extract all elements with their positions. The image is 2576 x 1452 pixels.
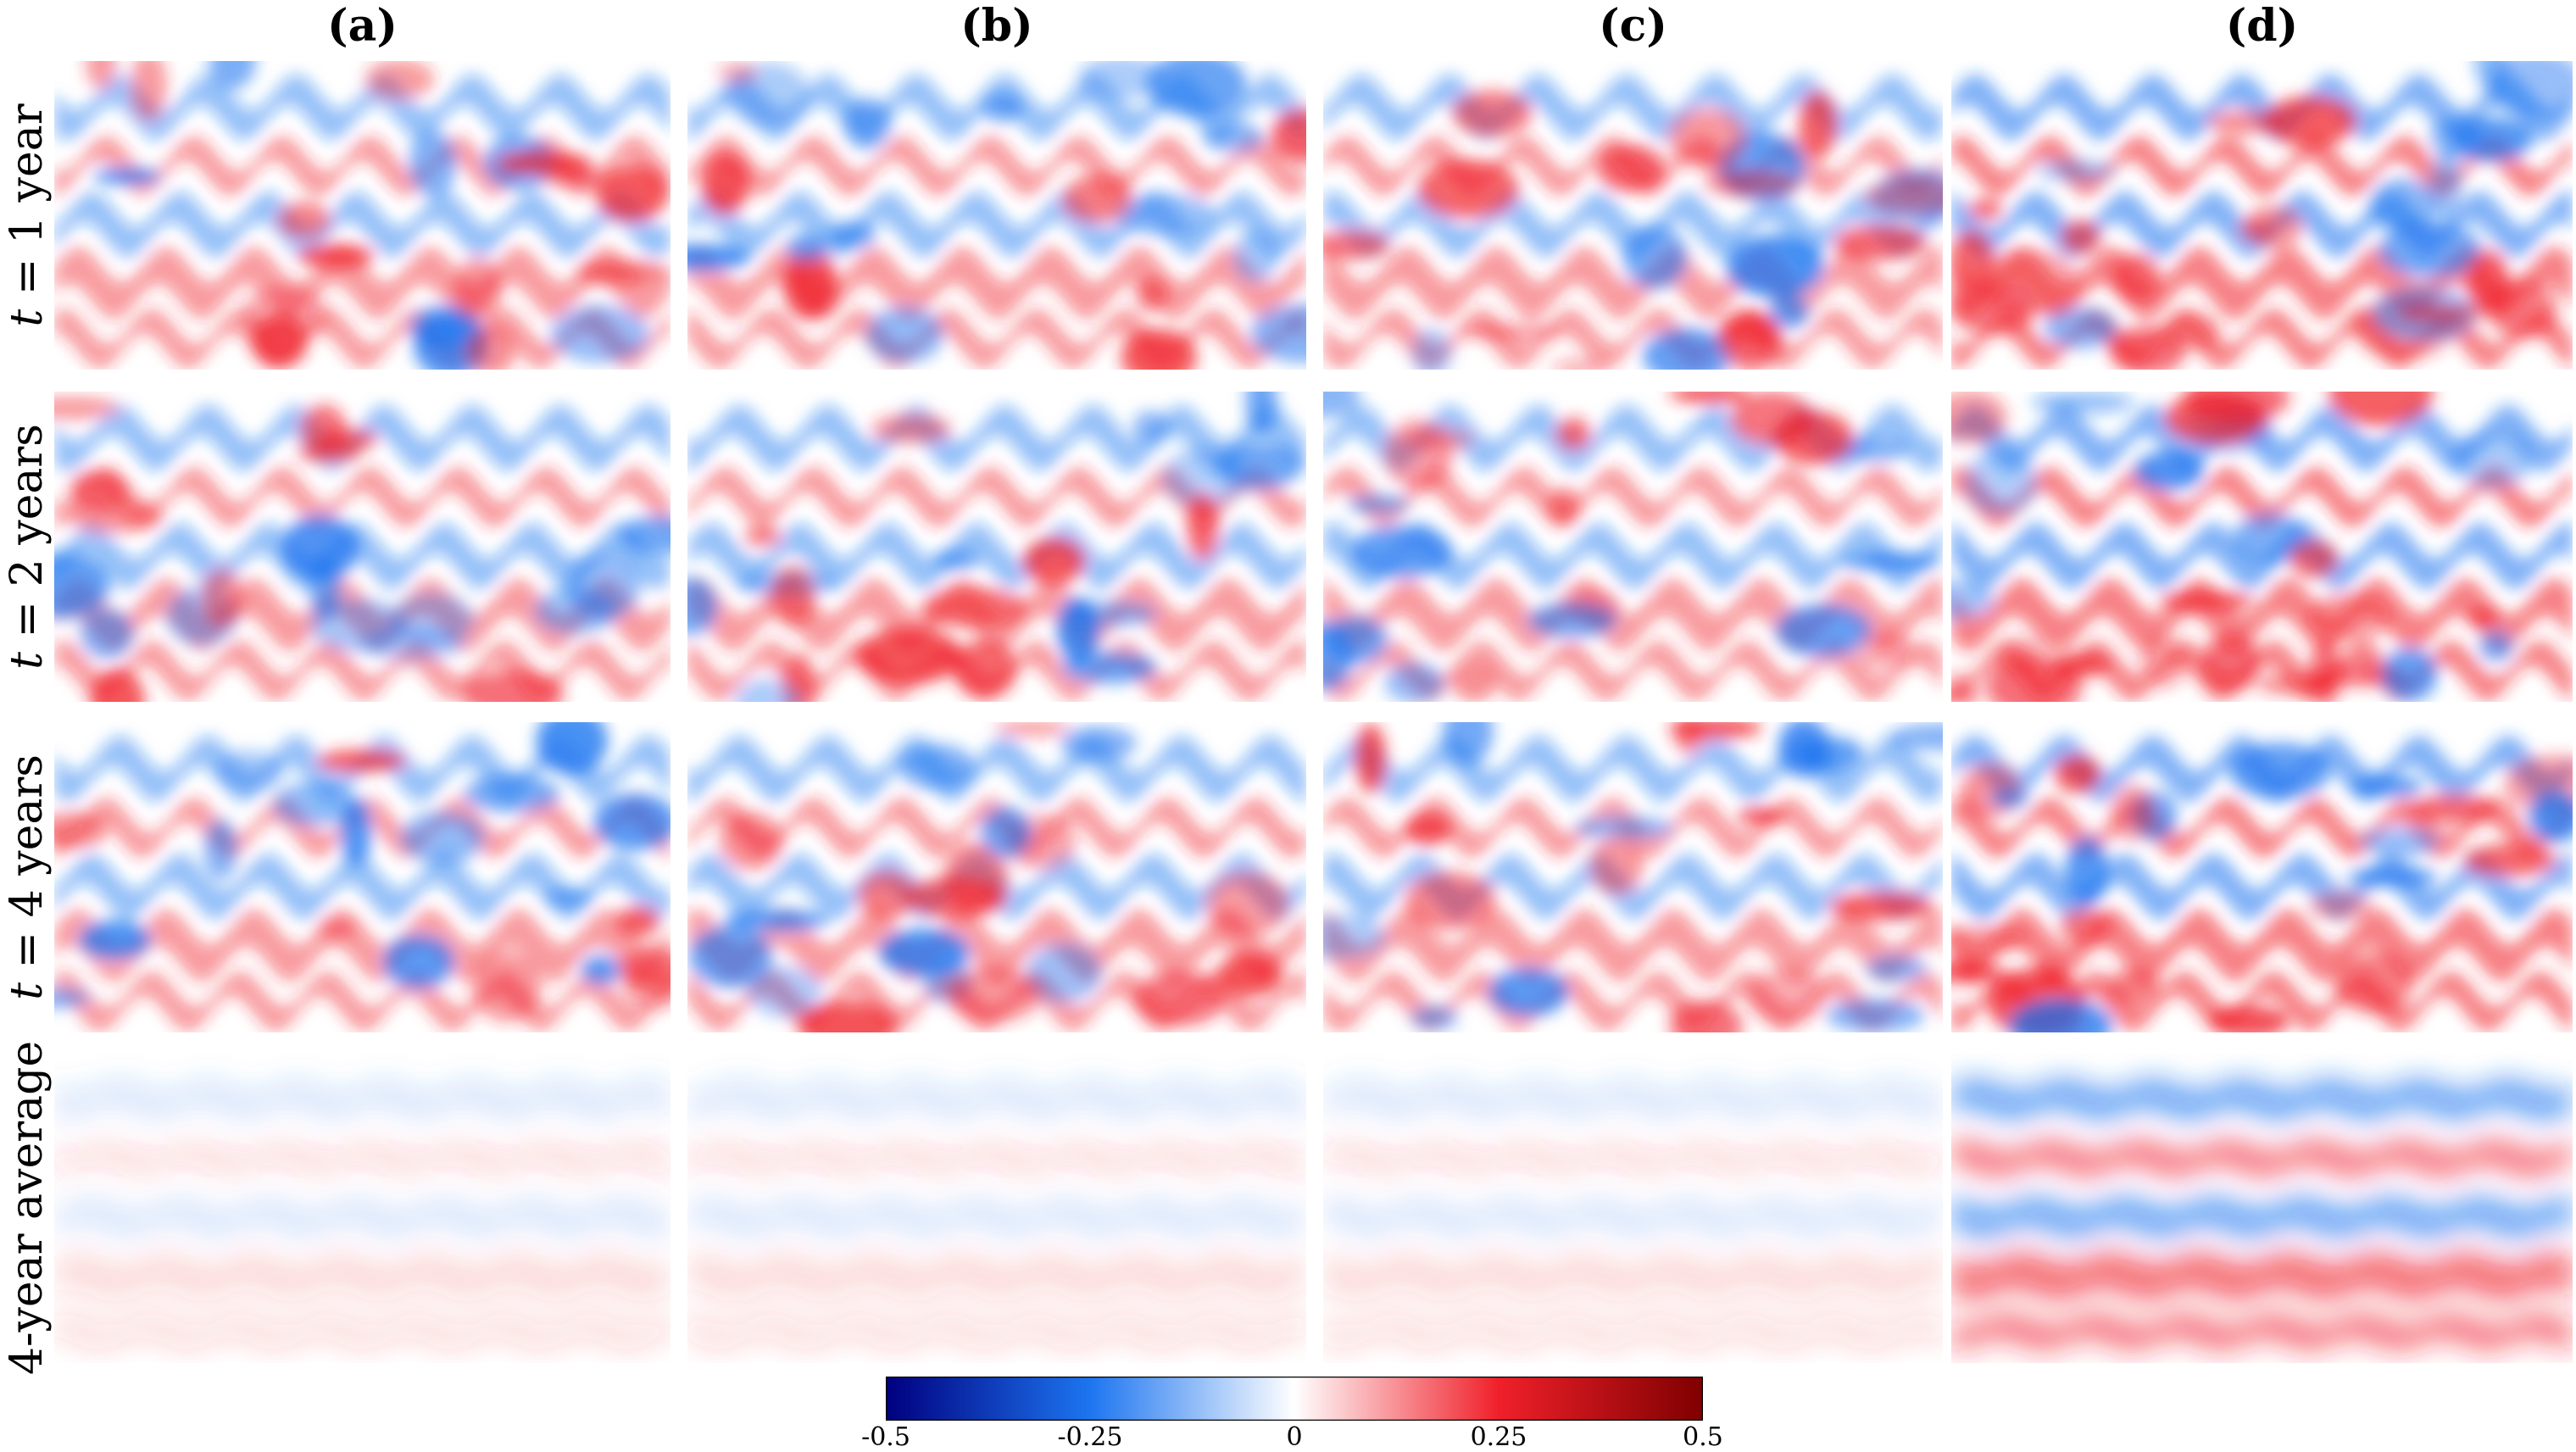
colorbar-frame: [886, 1377, 1703, 1421]
field-panel-row3-col3: [1323, 722, 1943, 1032]
colorbar-tick-label: -0.25: [1057, 1422, 1123, 1452]
row-label-time-symbol: t: [2, 982, 53, 1000]
field-panel-row4-col3: [1323, 1053, 1943, 1363]
row-label-4-year-average: 4-year average: [0, 1041, 54, 1375]
colorbar: [886, 1377, 1703, 1421]
field-panel-row3-col4: [1951, 722, 2573, 1032]
row-label-text: 4-year average: [2, 1040, 53, 1376]
field-panel-row1-col1: [54, 61, 670, 370]
field-panel-row2-col3: [1323, 392, 1943, 702]
colorbar-tick-label: -0.5: [861, 1422, 910, 1452]
colorbar-tick-label: 0.5: [1683, 1422, 1723, 1452]
field-panel-row2-col1: [54, 392, 670, 702]
field-panel-row4-col2: [687, 1053, 1306, 1363]
column-header-a: (a): [327, 0, 398, 52]
field-panel-row3-col2: [687, 722, 1306, 1032]
row-label-4-years: t = 4 years: [0, 722, 54, 1032]
field-panel-row2-col4: [1951, 392, 2573, 702]
row-label-text: = 1 year: [2, 103, 53, 309]
row-label-text: = 2 years: [2, 424, 53, 653]
colorbar-gradient: [886, 1377, 1703, 1421]
row-label-2-years: t = 2 years: [0, 392, 54, 702]
field-panel-row1-col3: [1323, 61, 1943, 370]
column-header-d: (d): [2225, 0, 2299, 52]
row-label-text: = 4 years: [2, 754, 53, 983]
field-panel-row1-col4: [1951, 61, 2573, 370]
column-header-c: (c): [1599, 0, 1667, 52]
field-panel-row4-col4: [1951, 1053, 2573, 1363]
field-panel-row2-col2: [687, 392, 1306, 702]
field-panel-row4-col1: [54, 1053, 670, 1363]
column-header-b: (b): [960, 0, 1033, 52]
field-panel-row1-col2: [687, 61, 1306, 370]
colorbar-tick-label: 0.25: [1470, 1422, 1527, 1452]
colorbar-tick-label: 0: [1286, 1422, 1303, 1452]
field-panel-row3-col1: [54, 722, 670, 1032]
row-label-time-symbol: t: [2, 652, 53, 670]
row-label-1-year: t = 1 year: [0, 61, 54, 370]
row-label-time-symbol: t: [2, 309, 53, 327]
